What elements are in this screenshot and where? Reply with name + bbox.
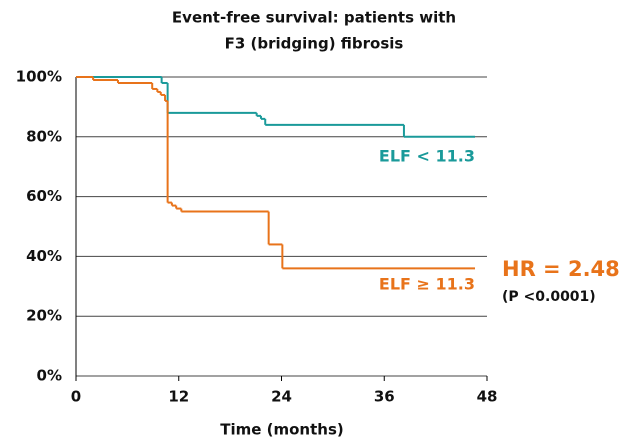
annotation: (P <0.0001) bbox=[502, 289, 596, 305]
series-label: ELF ≥ 11.3 bbox=[379, 275, 475, 294]
x-tick-label: 48 bbox=[477, 388, 498, 406]
chart-title: F3 (bridging) fibrosis bbox=[225, 35, 404, 53]
chart-title: Event-free survival: patients with bbox=[172, 9, 456, 27]
y-tick-label: 80% bbox=[26, 127, 62, 145]
annotation: HR = 2.48 bbox=[502, 257, 619, 281]
y-tick-label: 20% bbox=[26, 307, 62, 325]
x-tick-label: 0 bbox=[71, 388, 81, 406]
x-tick-label: 24 bbox=[271, 388, 292, 406]
y-tick-label: 0% bbox=[37, 367, 62, 385]
y-tick-label: 40% bbox=[26, 247, 62, 265]
x-tick-label: 12 bbox=[168, 388, 189, 406]
x-axis-label: Time (months) bbox=[220, 421, 344, 439]
series-label: ELF < 11.3 bbox=[379, 147, 475, 166]
y-tick-label: 100% bbox=[16, 68, 62, 86]
y-tick-label: 60% bbox=[26, 187, 62, 205]
x-tick-label: 36 bbox=[374, 388, 395, 406]
